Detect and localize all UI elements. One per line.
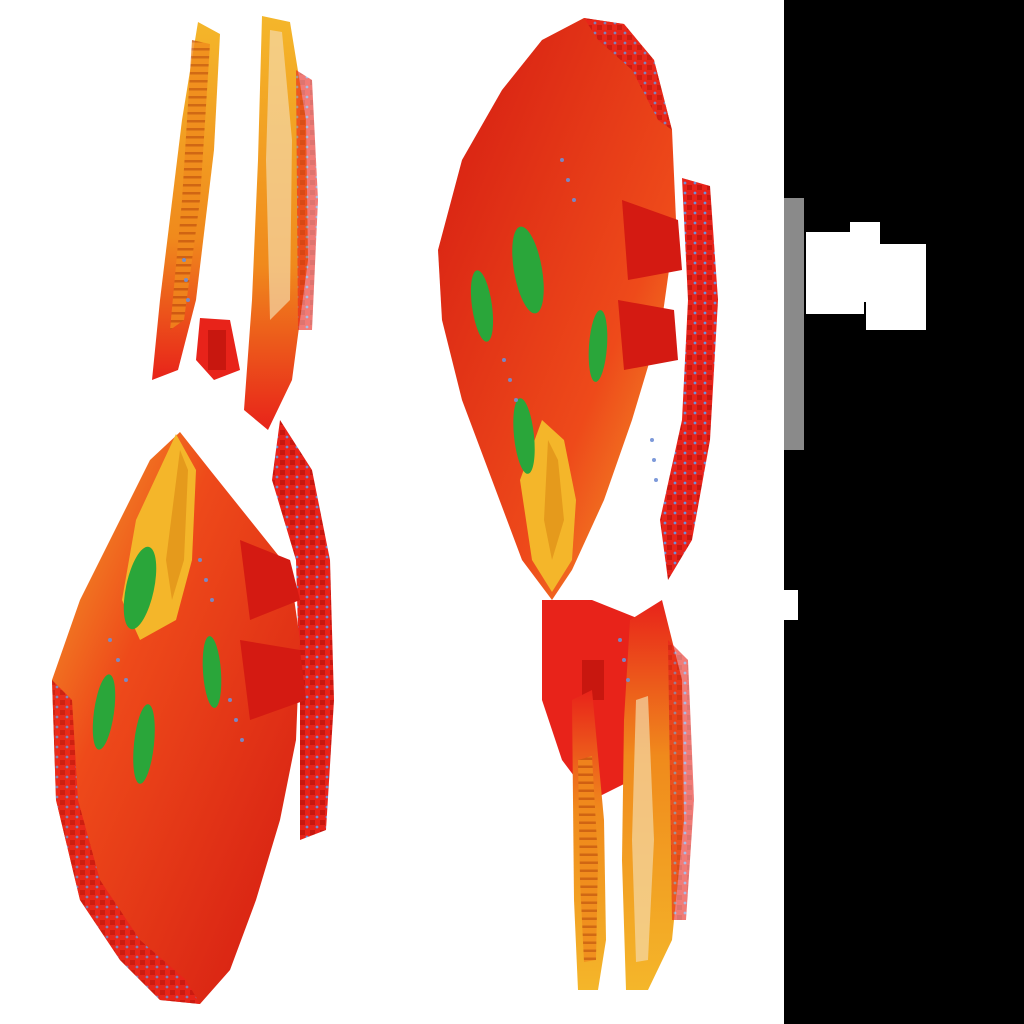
black-side-panel xyxy=(784,0,1024,1024)
window-green xyxy=(512,226,544,314)
ship-model-right xyxy=(392,0,784,1024)
white-block xyxy=(866,244,926,330)
right-ship-hull xyxy=(438,18,676,600)
photo-area xyxy=(0,0,784,1024)
left-ship-spine xyxy=(272,420,334,840)
right-ship-spine xyxy=(660,178,718,580)
gray-bar xyxy=(784,198,804,450)
white-block xyxy=(784,590,798,620)
ship-model-left xyxy=(0,0,392,1024)
window-green xyxy=(123,546,157,630)
left-ship-hull xyxy=(52,432,300,1004)
